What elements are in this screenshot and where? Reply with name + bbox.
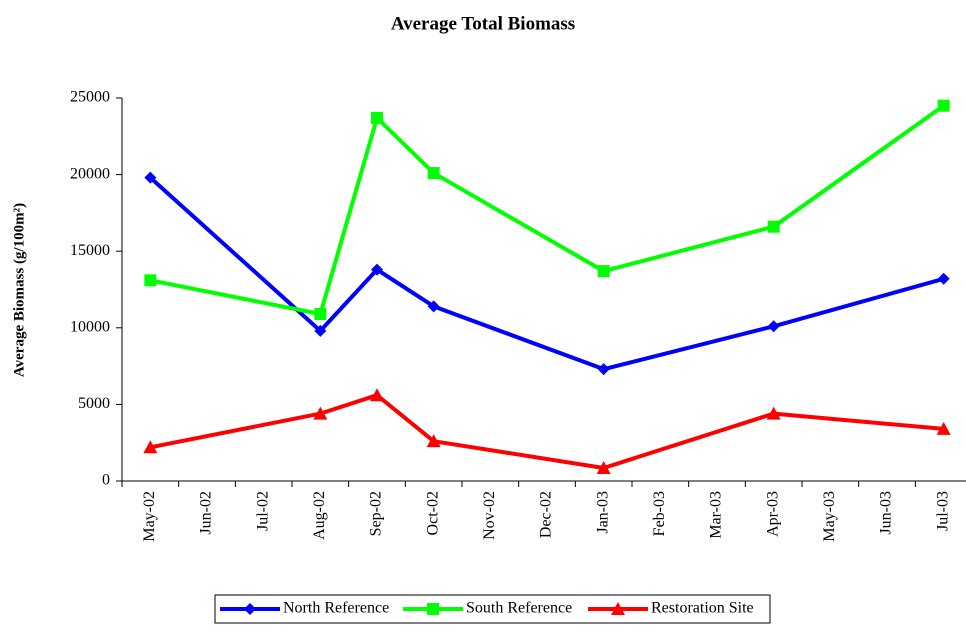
x-tick-label: Jun-03 [878,491,895,535]
x-tick-label: Sep-02 [368,491,385,536]
marker [370,388,384,402]
marker [427,300,440,313]
x-tick-label: May-03 [821,491,838,542]
marker [597,265,610,278]
marker [427,167,440,180]
x-tick-label: Apr-03 [764,491,781,537]
x-tick-label: Dec-02 [538,491,555,538]
legend-label: Restoration Site [651,600,754,617]
x-tick-label: Jul-02 [254,491,271,531]
y-tick-label: 10000 [70,318,110,335]
marker [144,274,157,287]
marker [143,440,158,454]
marker [936,421,951,435]
x-tick-label: Nov-02 [481,491,498,540]
legend-box [214,594,771,624]
marker [371,263,383,276]
legend-label: North Reference [283,600,389,617]
marker [597,363,610,376]
marker [144,171,157,184]
marker [313,406,328,420]
y-tick-label: 5000 [78,395,110,412]
marker [766,406,781,420]
series-line [148,176,945,372]
x-tick-label: May-02 [141,491,158,542]
x-tick-label: Aug-02 [311,491,328,540]
y-tick-label: 0 [102,472,110,489]
marker [426,434,441,448]
marker [427,603,439,615]
marker [314,324,327,337]
marker [596,460,611,474]
y-axis-label: Average Biomass (g/100m²) [11,203,27,377]
x-tick-label: Mar-03 [708,491,725,539]
x-tick-label: Jun-02 [198,491,215,535]
marker [611,602,625,615]
y-tick-label: 20000 [70,165,110,182]
series-line [149,393,944,470]
y-tick-label: 15000 [70,242,110,259]
marker [767,220,780,233]
x-tick-label: Jul-03 [934,491,951,531]
marker [314,308,327,321]
x-tick-label: Jan-03 [594,491,611,534]
y-tick-label: 25000 [70,89,110,106]
marker [937,99,950,112]
marker [244,603,256,615]
x-tick-label: Oct-02 [424,491,441,535]
chart-title: Average Total Biomass [391,13,575,34]
marker [937,272,950,285]
x-tick-label: Feb-03 [651,491,668,536]
legend-label: South Reference [466,600,572,617]
marker [371,111,383,124]
marker [767,320,780,333]
